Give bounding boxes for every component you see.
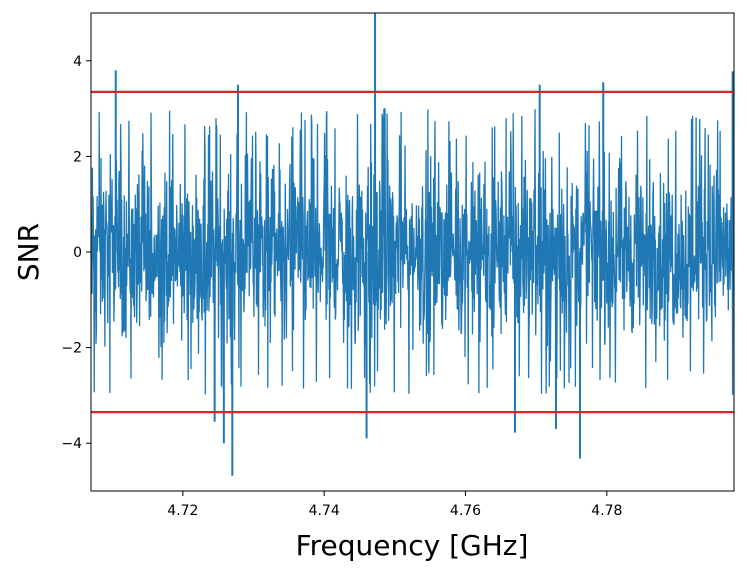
y-tick-label: −2 <box>61 341 82 357</box>
snr-spikes <box>114 13 734 476</box>
y-axis-title: SNR <box>12 223 45 281</box>
x-tick-label: 4.76 <box>450 503 481 519</box>
x-axis-title: Frequency [GHz] <box>296 529 529 562</box>
y-tick-label: 4 <box>73 54 82 70</box>
x-tick-label: 4.72 <box>167 503 198 519</box>
threshold-lines <box>91 90 734 414</box>
snr-series-line <box>91 108 734 395</box>
x-axis: 4.72 4.74 4.76 4.78 <box>167 491 622 519</box>
x-tick-label: 4.78 <box>591 503 622 519</box>
plot-area <box>91 13 734 476</box>
x-tick-label: 4.74 <box>309 503 340 519</box>
y-tick-label: 2 <box>73 149 82 165</box>
y-tick-label: −4 <box>61 436 82 452</box>
y-tick-label: 0 <box>73 245 82 261</box>
y-axis: −4 −2 0 2 4 <box>61 54 91 452</box>
